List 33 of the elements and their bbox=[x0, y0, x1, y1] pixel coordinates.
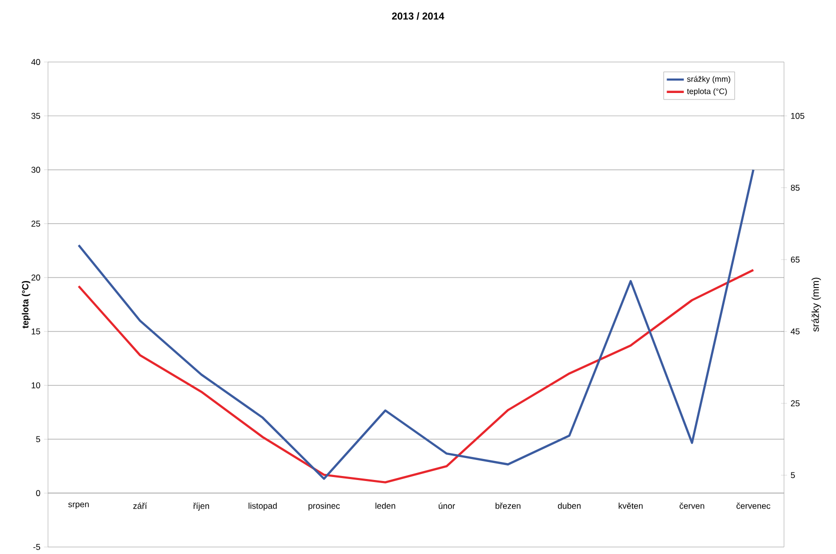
x-tick-label: duben bbox=[558, 502, 581, 509]
x-tick-label: červen bbox=[680, 502, 704, 509]
y-tick-label: 5 bbox=[36, 436, 40, 442]
chart-title: 2013 / 2014 bbox=[392, 12, 444, 20]
y2-axis-title: srážky (mm) bbox=[811, 278, 821, 332]
line-series bbox=[78, 168, 754, 480]
line-series bbox=[78, 268, 754, 484]
y-tick-label: 15 bbox=[32, 328, 40, 334]
y-tick-label: 35 bbox=[31, 112, 40, 119]
y-tick-label: -5 bbox=[33, 544, 40, 550]
y-tick-label: 0 bbox=[36, 490, 40, 496]
y2-tick-label: 5 bbox=[790, 472, 795, 478]
y-axis-title: teplota (°C) bbox=[22, 280, 30, 328]
y-tick-label: 40 bbox=[31, 59, 40, 65]
x-tick-label: květen bbox=[618, 502, 643, 509]
y2-tick-label: 25 bbox=[790, 400, 800, 406]
x-tick-label: prosinec bbox=[308, 502, 340, 510]
y2-tick-label: 85 bbox=[790, 184, 800, 191]
y-tick-label: 20 bbox=[32, 274, 40, 281]
x-tick-label: září bbox=[133, 502, 148, 509]
y2-tick-label: 105 bbox=[791, 112, 804, 119]
x-tick-label: červenec bbox=[736, 502, 770, 509]
x-tick-label: únor bbox=[438, 502, 455, 509]
x-tick-label: listopad bbox=[248, 502, 277, 510]
x-tick-label: říjen bbox=[193, 502, 210, 511]
y2-tick-label: 45 bbox=[790, 328, 800, 334]
y2-tick-label: 65 bbox=[790, 256, 800, 263]
y-tick-label: 30 bbox=[31, 166, 40, 173]
x-tick-label: březen bbox=[496, 502, 520, 509]
y-tick-label: 25 bbox=[32, 220, 40, 227]
y-tick-label: 10 bbox=[32, 382, 40, 388]
x-tick-label: leden bbox=[376, 502, 396, 509]
x-tick-label: srpen bbox=[68, 502, 89, 509]
